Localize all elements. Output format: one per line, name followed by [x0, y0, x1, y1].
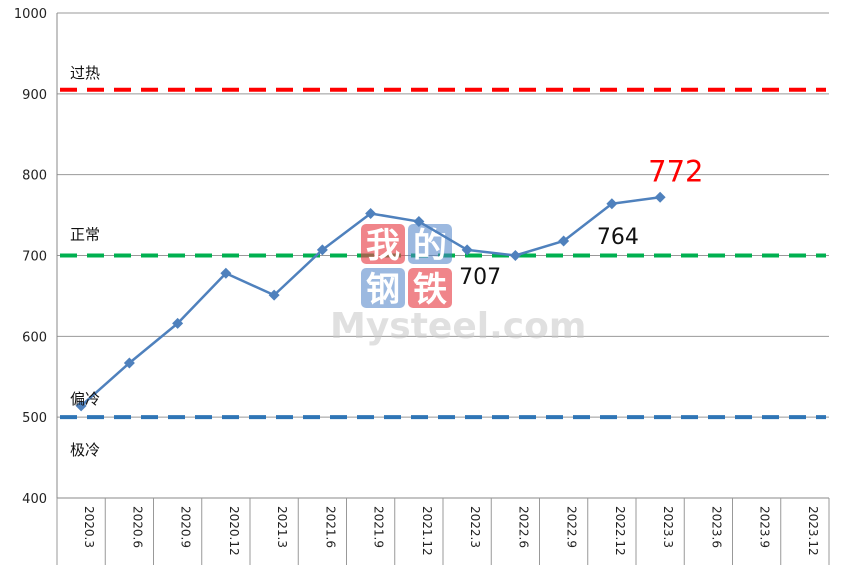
grid-lines [57, 12, 829, 418]
y-tick-label: 1000 [14, 7, 47, 22]
data-point-marker [654, 191, 666, 203]
y-tick-label: 800 [22, 169, 47, 184]
watermark-char-4: 铁 [413, 270, 447, 310]
y-tick-label: 500 [22, 411, 47, 426]
data-point-marker [268, 289, 280, 301]
axes: 400 500 600 700 800 900 1000 2020.3 2020.6 2020.9… [14, 7, 830, 565]
zone-label: 极冷 [70, 441, 100, 459]
data-point-marker [509, 250, 521, 261]
watermark: 我 的 钢 铁 Mysteel.com [330, 224, 586, 347]
series-line [75, 191, 666, 412]
data-label: 764 [597, 225, 639, 250]
watermark-box-4 [408, 268, 452, 308]
watermark-text: Mysteel.com [330, 306, 586, 347]
y-tick-label: 600 [22, 330, 47, 345]
watermark-box-3 [361, 268, 405, 308]
x-tick-label: 2023.12 [806, 506, 820, 556]
x-tick-label: 2023.9 [758, 506, 772, 548]
x-tick-label: 2022.12 [613, 506, 627, 556]
data-point-marker [365, 207, 377, 219]
x-tick-label: 2023.6 [709, 506, 723, 548]
y-tick-label: 700 [22, 250, 47, 265]
x-tick-label: 2021.12 [420, 506, 434, 556]
data-point-marker [75, 400, 87, 412]
watermark-char-3: 钢 [366, 270, 400, 310]
data-labels: 707 764 772 [459, 154, 703, 290]
x-tick-label: 2020.3 [82, 506, 96, 548]
watermark-char-1: 我 [366, 226, 400, 266]
data-point-marker [220, 267, 232, 279]
x-tick-label: 2021.3 [275, 506, 289, 548]
x-tick-label: 2022.9 [565, 506, 579, 548]
data-point-marker [123, 357, 135, 369]
x-tick-label: 2023.3 [661, 506, 675, 548]
zone-label: 偏冷 [70, 390, 100, 408]
data-point-marker [606, 198, 618, 210]
x-tick-label: 2022.6 [516, 506, 530, 548]
data-label: 707 [459, 265, 501, 290]
data-point-marker [413, 216, 425, 228]
x-tick-label: 2020.6 [130, 506, 144, 548]
watermark-char-2: 的 [413, 226, 447, 266]
zone-label: 正常 [70, 226, 100, 244]
data-point-marker [316, 244, 328, 256]
x-tick-label: 2020.12 [227, 506, 241, 556]
zone-label: 过热 [70, 64, 100, 82]
data-point-marker [172, 317, 184, 329]
data-point-marker [461, 244, 473, 256]
y-tick-label: 900 [22, 88, 47, 103]
x-tick-label: 2022.3 [468, 506, 482, 548]
y-tick-label: 400 [22, 492, 47, 507]
data-point-marker [558, 235, 570, 247]
x-tick-label: 2021.6 [323, 506, 337, 548]
watermark-box-1 [361, 224, 405, 264]
data-label: 772 [648, 154, 703, 188]
x-tick-label: 2021.9 [372, 506, 386, 548]
x-tick-label: 2020.9 [179, 506, 193, 548]
